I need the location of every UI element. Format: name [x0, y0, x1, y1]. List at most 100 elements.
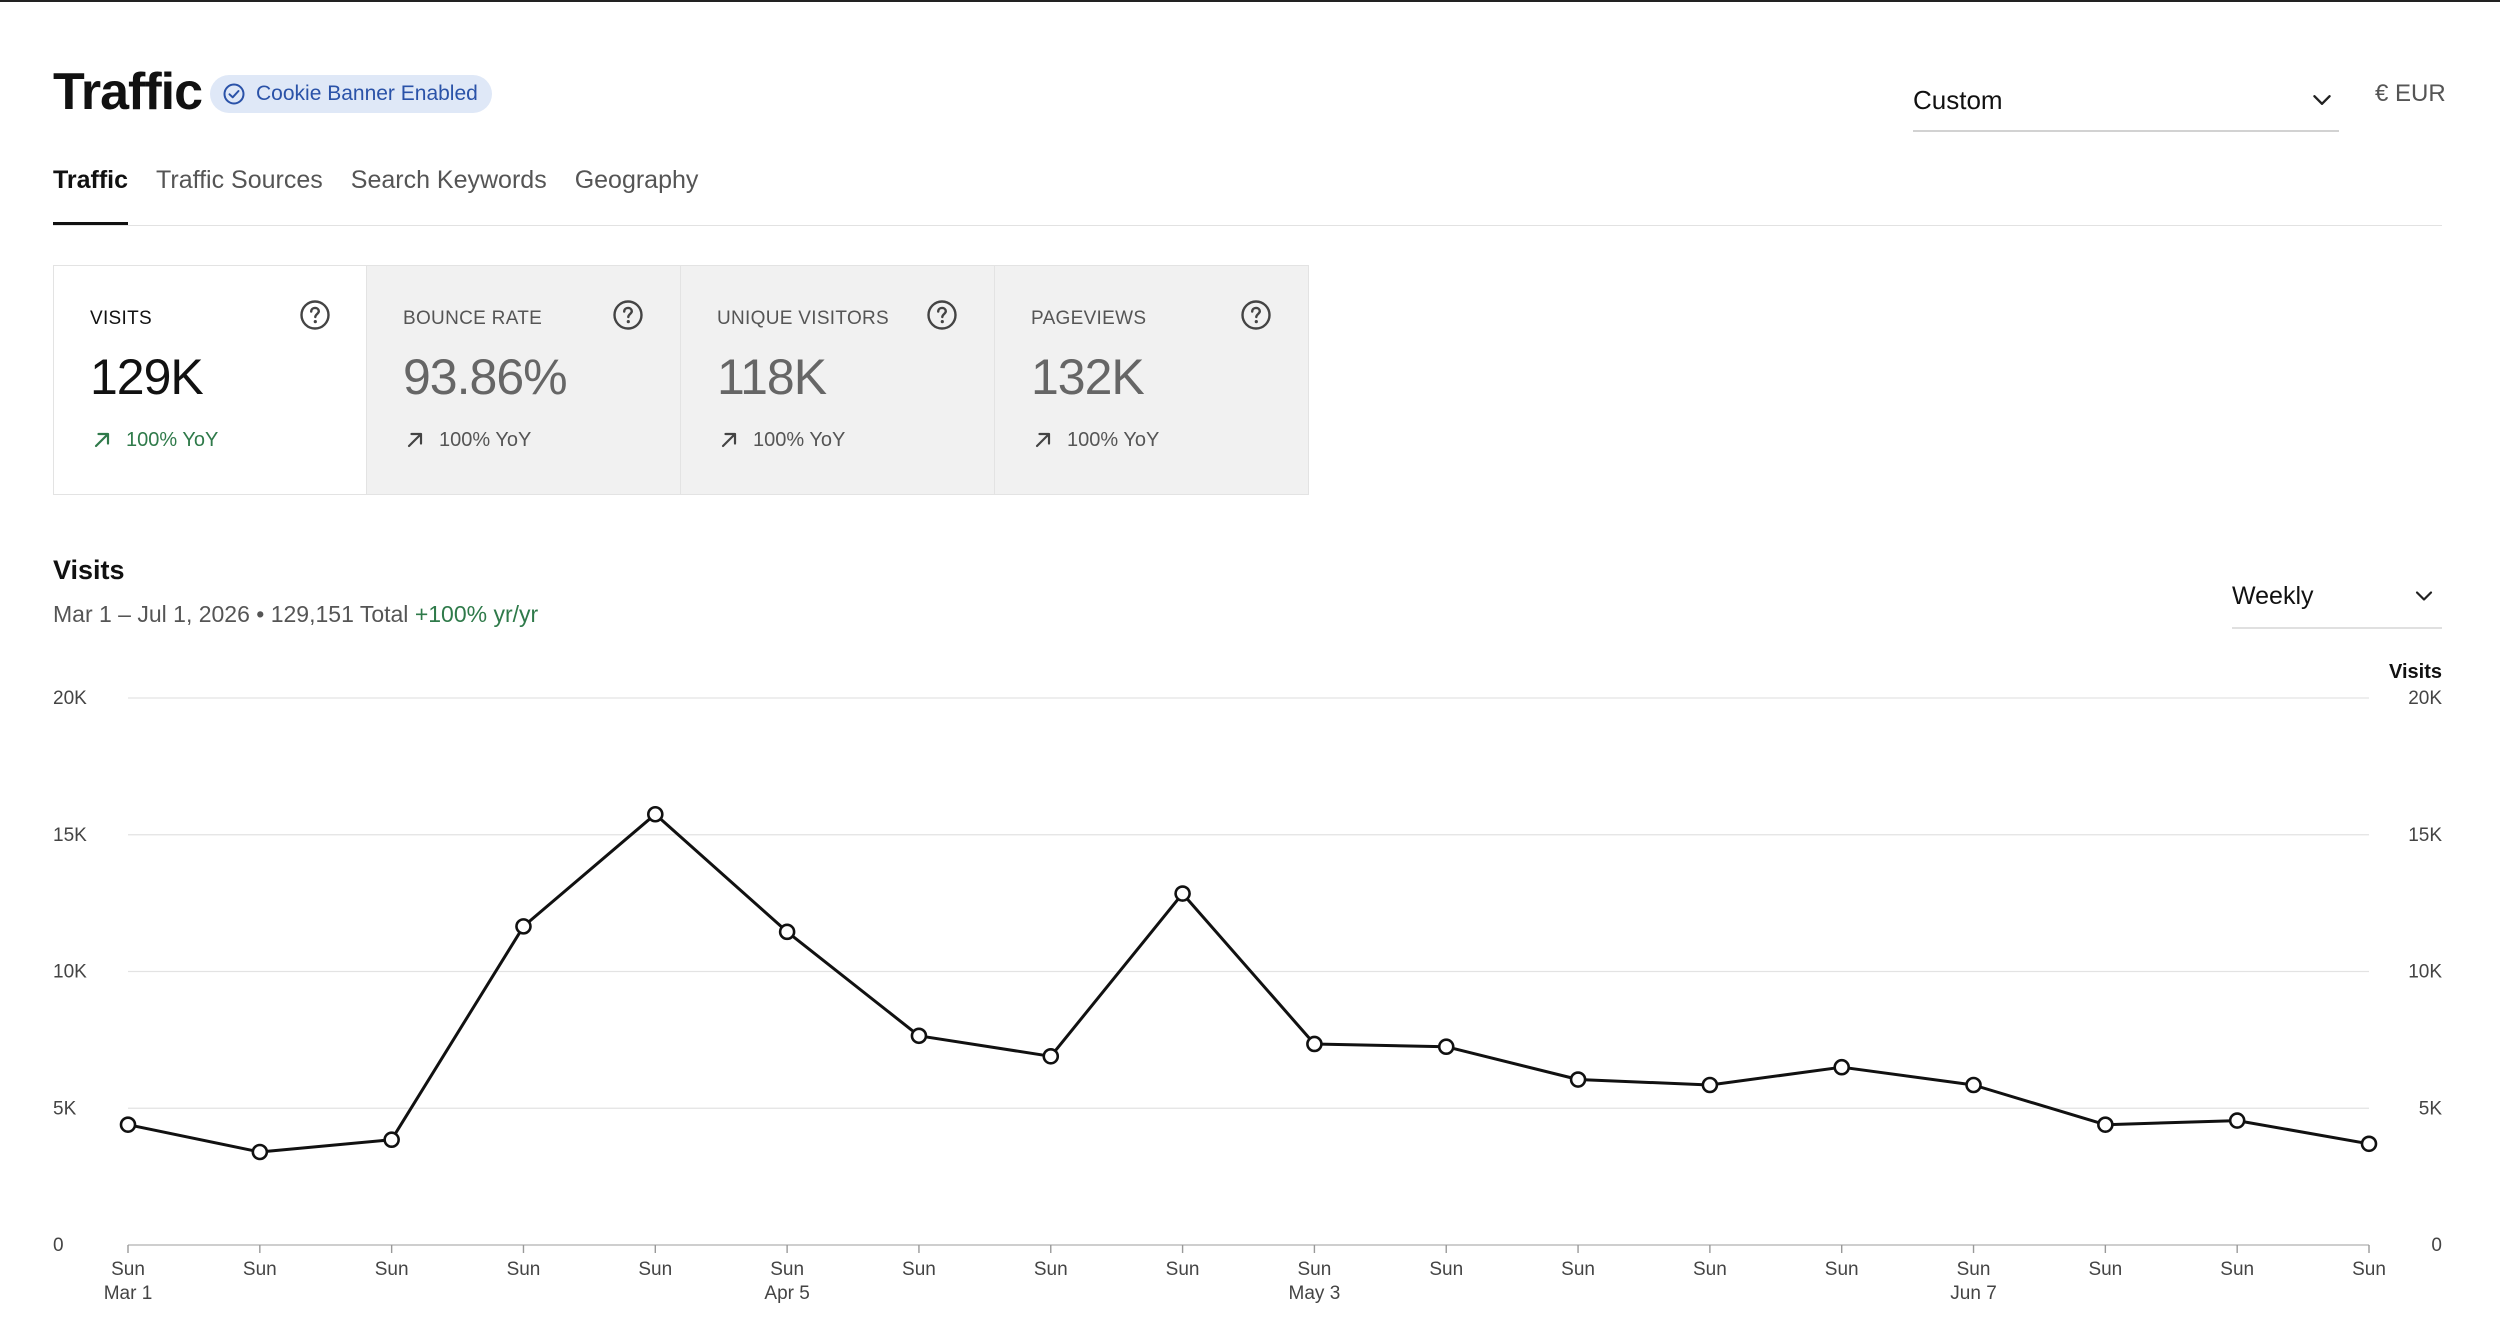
metric-card-unique-visitors[interactable]: UNIQUE VISITORS 118K 100% YoY [681, 265, 995, 495]
chart-gridlines [128, 697, 2369, 1246]
data-point [1174, 885, 1191, 902]
y-tick-label: 10K [53, 962, 87, 983]
x-tick-label: Sun [1034, 1259, 1068, 1280]
metric-label: UNIQUE VISITORS [717, 308, 890, 329]
data-point [515, 918, 532, 935]
arrow-up-right-icon [721, 432, 737, 448]
data-point [1306, 1035, 1323, 1053]
x-tick-label: Sun [770, 1259, 804, 1280]
metric-card-bounce-rate[interactable]: BOUNCE RATE 93.86% 100% YoY [367, 265, 681, 495]
metric-cards: VISITS 129K 100% YoY BOUNCE RATE 93.86% … [53, 265, 1309, 495]
help-icon[interactable] [612, 299, 644, 331]
x-tick-label: Sun [1693, 1259, 1727, 1280]
help-icon[interactable] [926, 299, 958, 331]
tabs-divider [53, 225, 2442, 226]
x-tick-sublabel: May 3 [1289, 1283, 1341, 1304]
x-tick-label: Sun [507, 1259, 541, 1280]
x-tick-label: Sun [2220, 1259, 2254, 1280]
chevron-down-icon [2313, 95, 2331, 105]
x-tick-sublabel: Mar 1 [104, 1283, 153, 1304]
data-point [1833, 1058, 1851, 1076]
data-point [383, 1131, 400, 1149]
interval-value: Weekly [2232, 581, 2314, 610]
chart-title: Visits [53, 555, 125, 585]
chevron-down-icon [2415, 591, 2433, 601]
data-point [1569, 1071, 1587, 1088]
y-tick-label: 0 [53, 1235, 64, 1256]
metric-label: PAGEVIEWS [1031, 308, 1147, 329]
cookie-banner-badge: Cookie Banner Enabled [210, 75, 492, 113]
x-tick-label: Sun [2088, 1259, 2122, 1280]
x-tick-label: Sun [1429, 1259, 1463, 1280]
data-point [1965, 1076, 1982, 1094]
help-icon[interactable] [299, 299, 331, 331]
badge-label: Cookie Banner Enabled [256, 82, 478, 105]
tab-search-keywords[interactable]: Search Keywords [350, 166, 547, 194]
x-tick-label: Sun [1561, 1259, 1595, 1280]
x-tick-label: Sun [1166, 1259, 1200, 1280]
tab-traffic-sources[interactable]: Traffic Sources [156, 166, 323, 194]
metric-trend-text: 100% YoY [126, 428, 219, 451]
x-tick-label: Sun [1825, 1259, 1859, 1280]
data-point [1042, 1047, 1060, 1065]
y-tick-label: 0 [2431, 1235, 2442, 1256]
metric-value: 132K [1031, 349, 1145, 405]
y-tick-label: 5K [53, 1098, 77, 1119]
y-tick-label: 10K [2408, 962, 2442, 983]
metric-trend: 100% YoY [403, 428, 531, 452]
date-range-value: Custom [1913, 84, 2003, 115]
data-point [1701, 1076, 1719, 1094]
x-tick-sublabel: Apr 5 [764, 1283, 809, 1304]
series-visits [119, 805, 2378, 1161]
metric-card-pageviews[interactable]: PAGEVIEWS 132K 100% YoY [995, 265, 1309, 495]
arrow-up-right-icon [407, 432, 423, 448]
metric-trend-text: 100% YoY [439, 428, 532, 451]
metric-trend-text: 100% YoY [1067, 428, 1160, 451]
check-circle-icon [223, 83, 245, 105]
series-line [127, 812, 2370, 1154]
data-point [778, 923, 796, 941]
chart-date-total: Mar 1 – Jul 1, 2026 • 129,151 Total [53, 601, 409, 627]
tab-traffic[interactable]: Traffic [53, 160, 129, 226]
metric-card-visits[interactable]: VISITS 129K 100% YoY [53, 265, 367, 495]
data-point [251, 1143, 269, 1161]
data-point [2097, 1116, 2114, 1133]
arrow-up-right-icon [94, 432, 110, 448]
metric-trend: 100% YoY [1031, 428, 1159, 452]
x-axis: Sun Mar 1 Sun Sun Sun Sun Sun Apr 5 Sun Sun Sun Sun… [104, 1245, 2386, 1304]
tab-bar: Traffic Traffic Sources Search Keywords … [53, 160, 698, 226]
metric-value: 129K [90, 349, 204, 405]
currency-label[interactable]: € EUR [2375, 80, 2446, 107]
tab-geography[interactable]: Geography [574, 166, 699, 194]
x-tick-label: Sun [111, 1259, 145, 1280]
data-point [646, 805, 664, 823]
y-tick-label: 20K [2408, 688, 2442, 709]
y-axis-left: 0 5K 10K 15K 20K [53, 688, 87, 1256]
x-tick-label: Sun [243, 1259, 277, 1280]
metric-value: 118K [717, 349, 827, 405]
help-icon[interactable] [1240, 299, 1272, 331]
top-border [0, 0, 2500, 2]
arrow-up-right-icon [1035, 432, 1051, 448]
data-point [119, 1116, 137, 1133]
chart-yoy-change: +100% yr/yr [414, 601, 539, 627]
y-axis-right: 0 5K 10K 15K 20K [2408, 688, 2442, 1256]
metric-value: 93.86% [403, 349, 568, 405]
x-tick-label: Sun [1298, 1259, 1332, 1280]
page-title: Traffic [53, 63, 203, 121]
x-tick-label: Sun [638, 1259, 672, 1280]
interval-select[interactable]: Weekly [2232, 565, 2442, 629]
x-tick-label: Sun [1957, 1259, 1991, 1280]
metric-label: BOUNCE RATE [403, 308, 543, 329]
chart-subtitle: Mar 1 – Jul 1, 2026 • 129,151 Total +100… [53, 601, 538, 628]
y-tick-label: 15K [2408, 825, 2442, 846]
data-point [2228, 1112, 2246, 1129]
x-tick-label: Sun [375, 1259, 409, 1280]
date-range-select[interactable]: Custom [1913, 70, 2339, 132]
metric-label: VISITS [90, 308, 152, 329]
data-point [910, 1027, 928, 1045]
x-tick-label: Sun [902, 1259, 936, 1280]
data-point [2360, 1135, 2378, 1153]
metric-trend: 100% YoY [717, 428, 845, 452]
x-tick-label: Sun [2352, 1259, 2386, 1280]
